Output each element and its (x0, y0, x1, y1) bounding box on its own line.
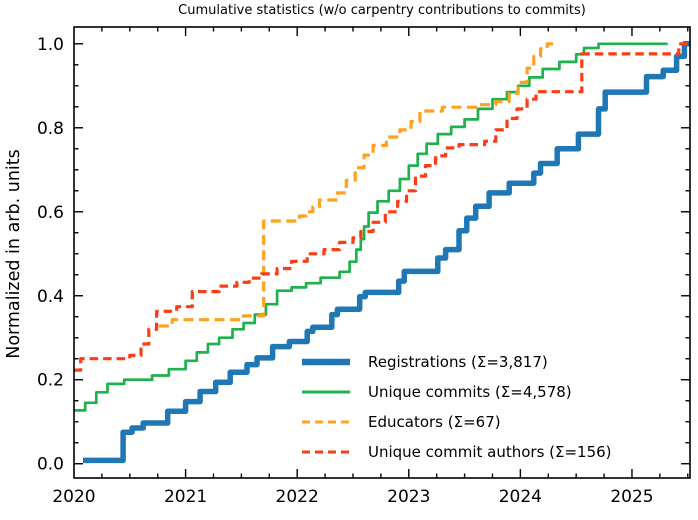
y-tick-label: 0.6 (37, 203, 64, 223)
legend-item-educators: Educators (Σ=67) (300, 407, 612, 437)
series-registrations-line (82, 41, 690, 464)
chart-title: Cumulative statistics (w/o carpentry con… (178, 3, 586, 18)
y-tick-label: 0.4 (37, 287, 64, 307)
series-unique-commits-line (74, 42, 668, 412)
legend-label-unique-commit-authors: Unique commit authors (Σ=156) (368, 443, 612, 461)
legend-item-unique-commits: Unique commits (Σ=4,578) (300, 377, 612, 407)
x-tick-label: 2020 (52, 487, 95, 507)
plot-frame (73, 26, 691, 479)
y-tick-label: 0.8 (37, 119, 64, 139)
legend-item-registrations: Registrations (Σ=3,817) (300, 347, 612, 377)
legend-item-unique-commit-authors: Unique commit authors (Σ=156) (300, 437, 612, 467)
legend-label-educators: Educators (Σ=67) (368, 413, 501, 431)
legend-line-unique-commit-authors (300, 447, 360, 457)
series-unique-commit-authors-line (74, 42, 690, 372)
x-tick-label: 2021 (164, 487, 207, 507)
series-educators-line (158, 42, 557, 328)
x-tick-label: 2024 (499, 487, 542, 507)
x-tick-label: 2022 (276, 487, 319, 507)
x-tick-label: 2023 (387, 487, 430, 507)
legend-line-unique-commits (300, 387, 360, 397)
y-tick-label: 0.2 (37, 371, 64, 391)
legend: Registrations (Σ=3,817) Unique commits (Σ… (300, 347, 612, 467)
legend-label-registrations: Registrations (Σ=3,817) (368, 353, 548, 371)
legend-label-unique-commits: Unique commits (Σ=4,578) (368, 383, 572, 401)
legend-line-registrations (300, 357, 360, 367)
y-tick-label: 1.0 (37, 35, 64, 55)
x-tick-label: 2025 (610, 487, 653, 507)
legend-line-educators (300, 417, 360, 427)
y-tick-label: 0.0 (37, 455, 64, 475)
y-axis-label: Normalized in arb. units (4, 149, 24, 359)
